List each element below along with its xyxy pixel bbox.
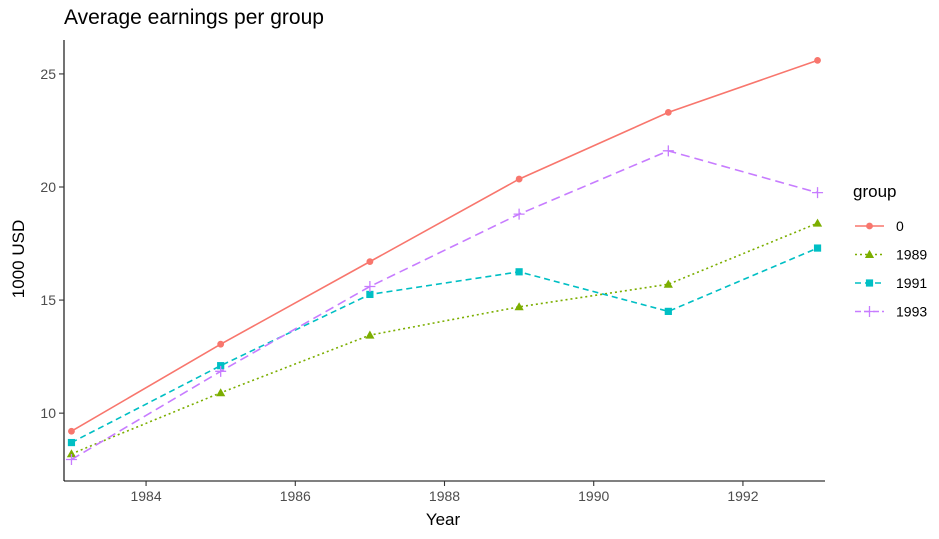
data-point-1989 [66, 449, 77, 458]
series-line-0 [71, 59, 818, 432]
y-tick-label: 10 [40, 405, 56, 421]
legend-key-marker [865, 279, 874, 287]
series-line-1993 [71, 149, 818, 461]
data-point-1989 [365, 330, 375, 339]
x-tick-label: 1992 [727, 488, 758, 504]
data-point-0 [68, 427, 75, 435]
legend-key-marker [864, 249, 875, 258]
x-tick-label: 1990 [578, 488, 609, 504]
data-point-1991 [67, 438, 76, 447]
data-point-1993 [215, 365, 227, 377]
legend-label: 1993 [896, 304, 927, 320]
plot-area: 1984 1986 1988 1990 1992 10 15 20 25 [40, 40, 825, 504]
data-point-1991 [813, 244, 822, 252]
data-point-0 [217, 340, 225, 348]
data-point-0 [515, 175, 523, 183]
data-point-1993 [65, 454, 77, 466]
data-point-0 [366, 258, 374, 266]
data-point-0 [664, 108, 672, 116]
series-line-1989 [71, 222, 818, 455]
legend-label: 1991 [896, 275, 927, 291]
series-line-1991 [71, 247, 818, 444]
legend-label: 0 [896, 218, 904, 234]
legend-key-marker [864, 306, 875, 317]
data-point-1993 [513, 208, 525, 220]
data-point-1993 [364, 281, 376, 293]
y-tick-label: 25 [40, 66, 56, 82]
legend-key-marker [866, 222, 873, 230]
data-point-1991 [366, 290, 374, 299]
data-point-1989 [812, 218, 823, 227]
y-tick-label: 15 [40, 292, 56, 308]
x-tick-label: 1988 [429, 488, 460, 504]
chart-title: Average earnings per group [64, 6, 324, 29]
data-point-1989 [663, 279, 673, 288]
data-point-1989 [514, 302, 524, 311]
data-point-1993 [812, 187, 824, 199]
legend-title: group [853, 182, 896, 201]
legend-label: 1989 [896, 247, 927, 263]
y-tick-label: 20 [40, 179, 56, 195]
data-point-0 [814, 56, 821, 64]
x-axis-title: Year [426, 510, 461, 529]
x-tick-label: 1986 [280, 488, 311, 504]
data-point-1989 [216, 388, 226, 397]
legend: group 0 1989 1991 1993 [853, 182, 927, 320]
x-tick-label: 1984 [130, 488, 161, 504]
data-point-1993 [662, 145, 674, 157]
data-point-1991 [217, 362, 225, 370]
y-axis-title: 1000 USD [9, 220, 28, 298]
data-point-1991 [515, 268, 523, 276]
data-point-1991 [664, 307, 672, 315]
